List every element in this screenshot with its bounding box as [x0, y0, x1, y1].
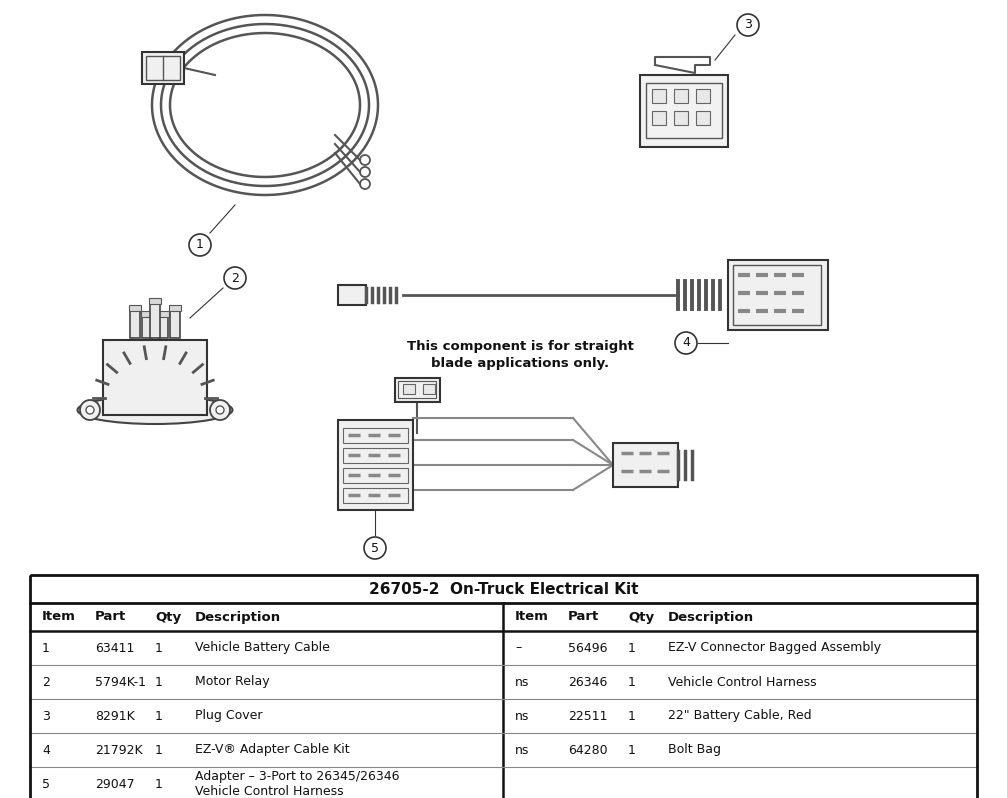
Text: 4: 4 — [42, 744, 50, 757]
Text: 21792K: 21792K — [95, 744, 143, 757]
Text: ns: ns — [515, 744, 530, 757]
Text: 1: 1 — [42, 642, 50, 654]
Circle shape — [737, 14, 759, 36]
Text: 1: 1 — [196, 239, 204, 251]
Text: 1: 1 — [628, 642, 635, 654]
Bar — [674, 111, 688, 125]
Bar — [170, 310, 180, 338]
Bar — [398, 381, 436, 398]
Circle shape — [210, 400, 230, 420]
Text: 3: 3 — [744, 18, 752, 31]
Text: 63411: 63411 — [95, 642, 134, 654]
Bar — [640, 75, 728, 147]
Text: Item: Item — [515, 610, 549, 623]
Bar — [149, 298, 161, 304]
Bar — [696, 89, 710, 103]
Bar — [343, 428, 408, 443]
Text: 29047: 29047 — [95, 777, 135, 791]
Bar — [652, 111, 666, 125]
Text: 1: 1 — [155, 675, 163, 689]
Bar — [103, 340, 207, 415]
Text: Item: Item — [42, 610, 76, 623]
Text: This component is for straight
blade applications only.: This component is for straight blade app… — [407, 340, 633, 370]
Text: 64280: 64280 — [568, 744, 607, 757]
Circle shape — [86, 406, 94, 414]
Bar — [674, 89, 688, 103]
Text: Motor Relay: Motor Relay — [195, 675, 270, 689]
Bar — [142, 52, 184, 84]
Text: 3: 3 — [42, 709, 50, 722]
Text: 2: 2 — [231, 271, 239, 285]
Bar — [652, 89, 666, 103]
Text: 1: 1 — [155, 777, 163, 791]
Bar — [158, 316, 168, 338]
Text: 22511: 22511 — [568, 709, 607, 722]
Bar — [169, 305, 181, 311]
Bar — [338, 285, 366, 305]
Text: Vehicle Battery Cable: Vehicle Battery Cable — [195, 642, 330, 654]
Circle shape — [80, 400, 100, 420]
Text: Qty: Qty — [628, 610, 655, 623]
Bar — [130, 310, 140, 338]
Text: 26705-2  On-Truck Electrical Kit: 26705-2 On-Truck Electrical Kit — [369, 582, 638, 596]
Bar — [646, 83, 722, 138]
Bar — [343, 448, 408, 463]
Bar — [146, 56, 180, 80]
Text: 22" Battery Cable, Red: 22" Battery Cable, Red — [668, 709, 812, 722]
Text: EZ-V® Adapter Cable Kit: EZ-V® Adapter Cable Kit — [195, 744, 349, 757]
Text: 4: 4 — [682, 337, 690, 350]
Bar — [613, 443, 678, 487]
Text: 1: 1 — [155, 744, 163, 757]
Text: Vehicle Control Harness: Vehicle Control Harness — [195, 785, 343, 798]
Bar — [395, 378, 440, 402]
Text: Part: Part — [568, 610, 599, 623]
Text: 1: 1 — [628, 744, 635, 757]
Text: Part: Part — [95, 610, 126, 623]
Bar — [696, 111, 710, 125]
Bar — [129, 305, 141, 311]
Text: 1: 1 — [155, 642, 163, 654]
Text: 1: 1 — [628, 675, 635, 689]
Bar — [30, 575, 977, 798]
Text: Plug Cover: Plug Cover — [195, 709, 263, 722]
Circle shape — [675, 332, 697, 354]
Bar — [338, 420, 413, 510]
Circle shape — [189, 234, 211, 256]
Bar — [728, 260, 828, 330]
Text: 5: 5 — [371, 542, 379, 555]
Text: ns: ns — [515, 675, 530, 689]
Ellipse shape — [78, 396, 233, 424]
Bar — [733, 265, 821, 325]
Bar — [423, 384, 435, 394]
Text: EZ-V Connector Bagged Assembly: EZ-V Connector Bagged Assembly — [668, 642, 881, 654]
Text: 26346: 26346 — [568, 675, 607, 689]
Text: 1: 1 — [155, 709, 163, 722]
Text: 8291K: 8291K — [95, 709, 135, 722]
Bar — [141, 311, 153, 317]
Bar — [150, 303, 160, 338]
Text: Vehicle Control Harness: Vehicle Control Harness — [668, 675, 817, 689]
Bar — [403, 384, 415, 394]
Bar — [343, 488, 408, 503]
Text: 1: 1 — [628, 709, 635, 722]
Text: Description: Description — [668, 610, 754, 623]
Bar — [157, 311, 169, 317]
Circle shape — [224, 267, 246, 289]
Circle shape — [215, 406, 224, 414]
Text: 2: 2 — [42, 675, 50, 689]
Text: Qty: Qty — [155, 610, 181, 623]
Text: Bolt Bag: Bolt Bag — [668, 744, 721, 757]
Text: ns: ns — [515, 709, 530, 722]
Text: 5794K-1: 5794K-1 — [95, 675, 146, 689]
Bar — [142, 316, 152, 338]
Bar — [343, 468, 408, 483]
Text: Adapter – 3-Port to 26345/26346: Adapter – 3-Port to 26345/26346 — [195, 770, 400, 783]
Text: –: – — [515, 642, 522, 654]
Text: 56496: 56496 — [568, 642, 607, 654]
Text: Description: Description — [195, 610, 281, 623]
Text: 5: 5 — [42, 777, 50, 791]
Circle shape — [364, 537, 386, 559]
